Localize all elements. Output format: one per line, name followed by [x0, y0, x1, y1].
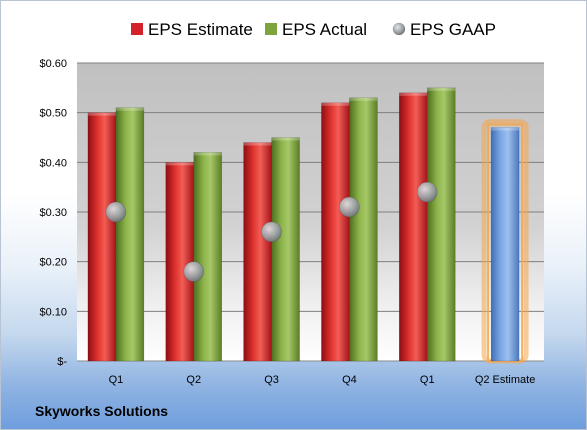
y-tick-label: $0.60: [39, 58, 67, 70]
bar-eps-actual: [349, 97, 378, 362]
bar-top-shine: [165, 162, 194, 166]
bar-top-shine: [243, 142, 272, 146]
bar-top-shine: [321, 102, 350, 106]
bar-eps-estimate: [87, 112, 117, 362]
x-tick-label: Q4: [342, 374, 357, 386]
y-tick-label: $0.50: [39, 108, 67, 120]
y-tick-label: $0.40: [39, 157, 67, 169]
legend-label: EPS Estimate: [148, 20, 253, 39]
y-tick-label: $0.10: [39, 306, 67, 318]
point-eps-gaap: [261, 221, 282, 243]
x-tick-label: Q2: [186, 374, 201, 386]
bar-top-shine: [271, 137, 300, 141]
point-eps-gaap: [183, 261, 205, 282]
bar-top-shine: [399, 92, 428, 96]
bar-eps-actual: [271, 137, 300, 362]
y-tick-label: $0.20: [39, 257, 67, 269]
bar-top-shine: [193, 152, 222, 156]
x-tick-label: Q1: [109, 374, 124, 386]
legend-swatch: [265, 23, 277, 35]
x-tick-label: Q1: [420, 374, 435, 386]
bar-eps-estimate: [243, 142, 272, 362]
bar-top-shine: [349, 97, 378, 101]
bar-eps-actual: [115, 107, 145, 362]
y-tick-label: $-: [57, 356, 67, 368]
bar-top-shine: [491, 127, 520, 131]
bar-top-shine: [427, 87, 456, 91]
x-tick-label: Q3: [264, 374, 279, 386]
y-tick-label: $0.30: [39, 207, 67, 219]
company-name: Skyworks Solutions: [35, 403, 169, 419]
bar-q2-estimate: [490, 127, 520, 362]
legend-swatch: [392, 22, 406, 36]
point-eps-gaap: [416, 181, 438, 203]
bar-eps-actual: [427, 87, 456, 362]
bar-eps-estimate: [165, 162, 194, 362]
bar-eps-estimate: [399, 92, 428, 362]
bar-top-shine: [115, 107, 144, 111]
legend-swatch: [131, 23, 143, 35]
bar-eps-actual: [193, 152, 222, 362]
x-tick-label: Q2 Estimate: [475, 374, 536, 386]
point-eps-gaap: [105, 201, 127, 223]
bar-eps-estimate: [321, 102, 350, 362]
bar-top-shine: [87, 112, 116, 116]
point-eps-gaap: [339, 196, 360, 218]
legend-label: EPS Actual: [282, 20, 367, 39]
legend-label: EPS GAAP: [410, 20, 496, 39]
